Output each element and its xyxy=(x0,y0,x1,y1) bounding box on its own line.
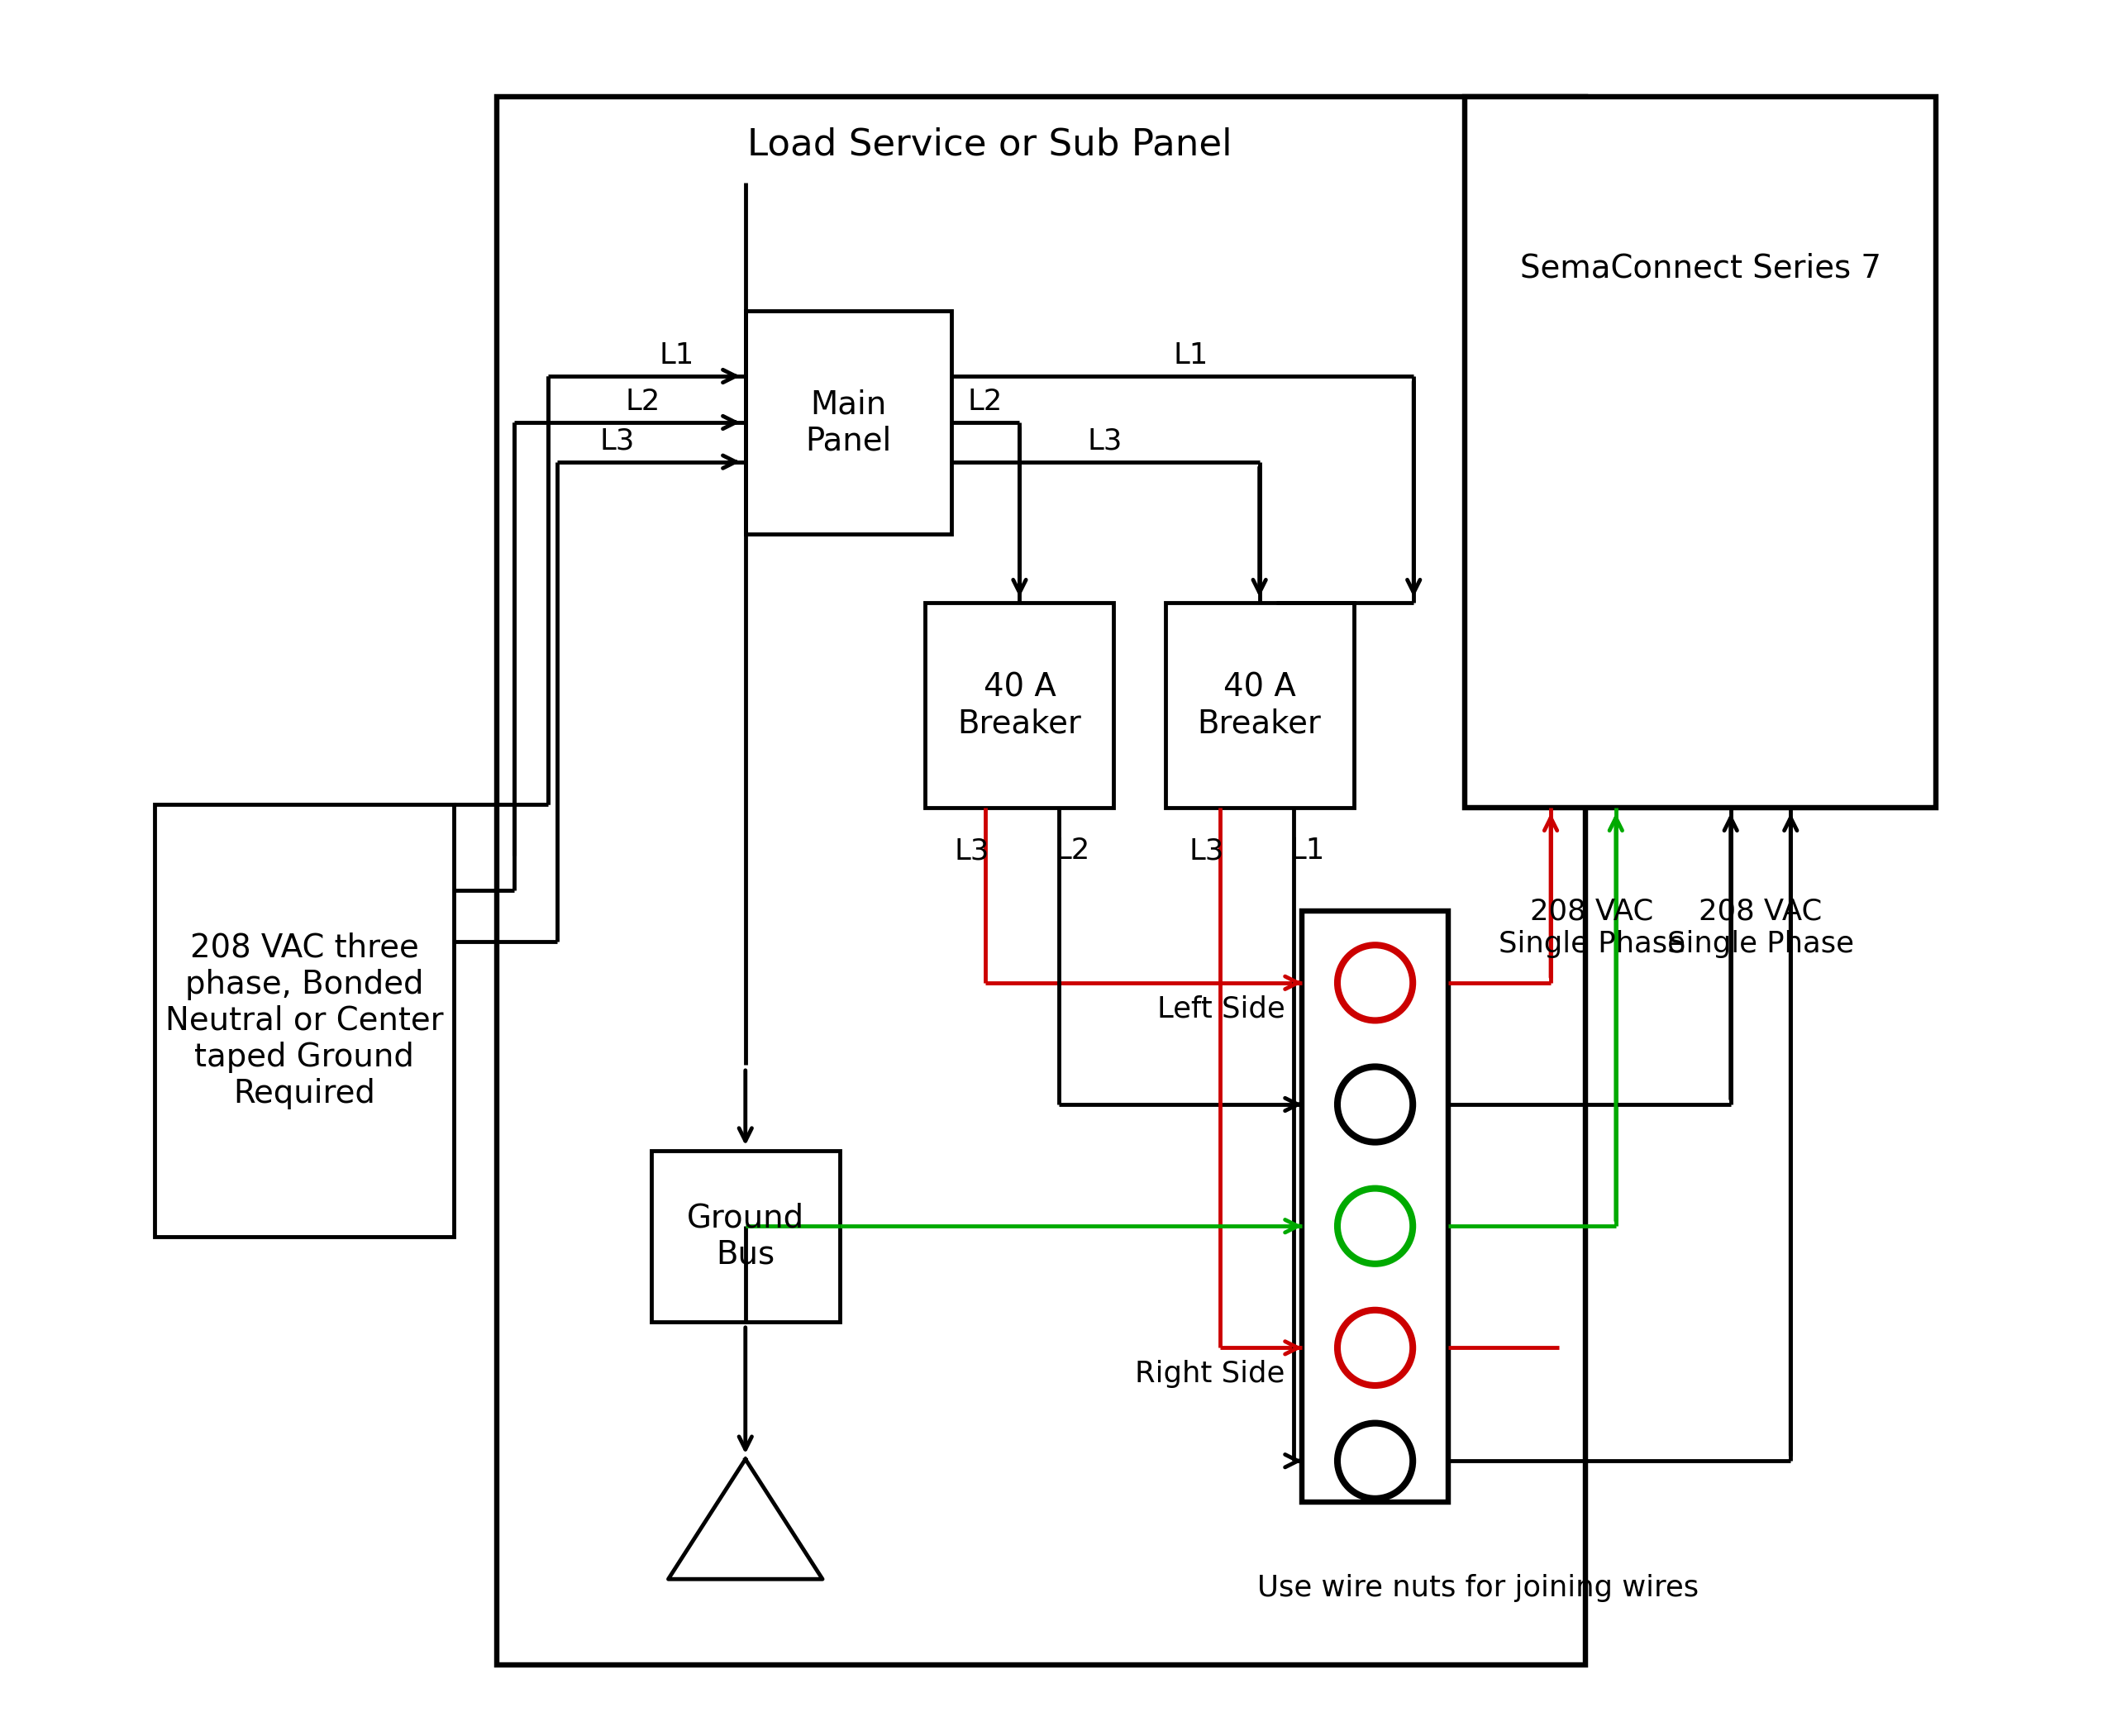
Text: L3: L3 xyxy=(598,427,634,455)
Text: L3: L3 xyxy=(1087,427,1123,455)
Bar xyxy=(651,1151,839,1323)
Text: L2: L2 xyxy=(1056,837,1089,865)
Text: Left Side: Left Side xyxy=(1157,995,1285,1023)
Bar xyxy=(497,97,1584,1665)
Bar xyxy=(1302,911,1448,1502)
Text: L1: L1 xyxy=(659,342,693,370)
Text: Ground
Bus: Ground Bus xyxy=(687,1203,805,1271)
Text: L3: L3 xyxy=(1188,837,1224,865)
Bar xyxy=(1165,602,1353,807)
Text: 208 VAC three
phase, Bonded
Neutral or Center
taped Ground
Required: 208 VAC three phase, Bonded Neutral or C… xyxy=(164,932,442,1109)
Text: L2: L2 xyxy=(967,387,1003,417)
Text: Load Service or Sub Panel: Load Service or Sub Panel xyxy=(746,127,1233,163)
Text: L1: L1 xyxy=(1174,342,1207,370)
Text: Use wire nuts for joining wires: Use wire nuts for joining wires xyxy=(1256,1573,1698,1602)
Bar xyxy=(154,804,453,1236)
Text: L1: L1 xyxy=(1289,837,1325,865)
Bar xyxy=(746,311,950,535)
Text: 208 VAC
Single Phase: 208 VAC Single Phase xyxy=(1498,898,1686,958)
Text: Right Side: Right Side xyxy=(1136,1359,1285,1387)
Text: 40 A
Breaker: 40 A Breaker xyxy=(957,672,1081,740)
Text: 208 VAC
Single Phase: 208 VAC Single Phase xyxy=(1667,898,1854,958)
Bar xyxy=(1464,97,1936,807)
Bar xyxy=(925,602,1112,807)
Text: 40 A
Breaker: 40 A Breaker xyxy=(1197,672,1321,740)
Text: SemaConnect Series 7: SemaConnect Series 7 xyxy=(1519,252,1882,285)
Text: L2: L2 xyxy=(626,387,659,417)
Text: L3: L3 xyxy=(954,837,988,865)
Text: Main
Panel: Main Panel xyxy=(805,389,891,457)
